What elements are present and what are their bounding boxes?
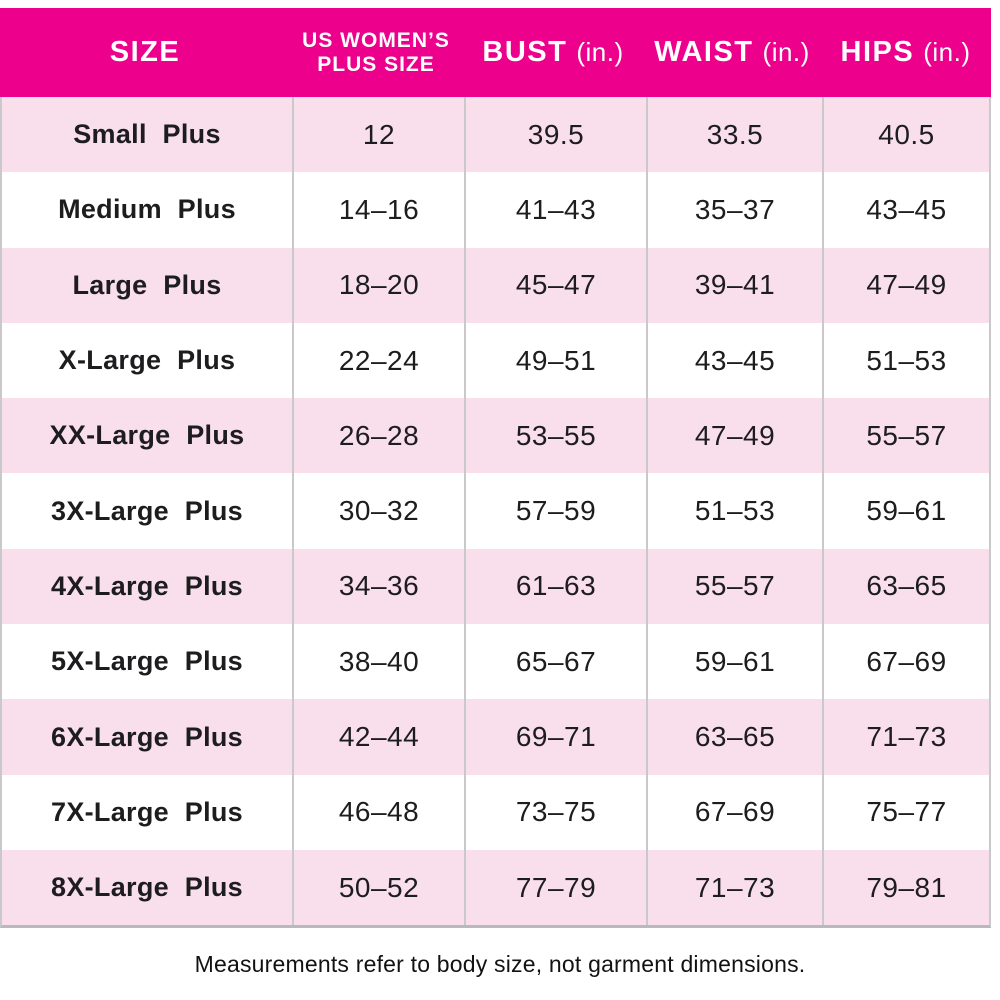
cell-hips: 75–77 bbox=[822, 774, 989, 850]
cell-us-plus-size: 42–44 bbox=[292, 699, 464, 775]
cell-bust: 49–51 bbox=[464, 322, 646, 399]
table-row: 8X-Large Plus 50–52 77–79 71–73 79–81 bbox=[2, 849, 989, 926]
cell-us-plus-size: 30–32 bbox=[292, 473, 464, 549]
cell-waist: 71–73 bbox=[646, 849, 822, 926]
cell-us-plus-size: 46–48 bbox=[292, 774, 464, 850]
table-row: Large Plus 18–20 45–47 39–41 47–49 bbox=[2, 247, 989, 323]
cell-size: 8X-Large Plus bbox=[51, 872, 243, 903]
cell-hips: 79–81 bbox=[822, 849, 989, 926]
cell-bust: 65–67 bbox=[464, 624, 646, 700]
table-row: Medium Plus 14–16 41–43 35–37 43–45 bbox=[2, 172, 989, 248]
cell-size: 3X-Large Plus bbox=[51, 495, 243, 526]
size-chart: SIZE US WOMEN’S PLUS SIZE BUST (in.) WAI… bbox=[0, 8, 1000, 978]
cell-us-plus-size: 34–36 bbox=[292, 548, 464, 625]
cell-us-plus-size: 18–20 bbox=[292, 247, 464, 323]
header-hips-unit: (in.) bbox=[923, 37, 971, 68]
cell-bust: 73–75 bbox=[464, 774, 646, 850]
cell-size: 5X-Large Plus bbox=[51, 646, 243, 677]
measurement-note: Measurements refer to body size, not gar… bbox=[194, 951, 806, 978]
table-header-row: SIZE US WOMEN’S PLUS SIZE BUST (in.) WAI… bbox=[0, 8, 991, 97]
cell-bust: 45–47 bbox=[464, 247, 646, 323]
header-bust-unit: (in.) bbox=[576, 37, 624, 68]
cell-size: XX-Large Plus bbox=[49, 420, 245, 451]
table-row: 5X-Large Plus 38–40 65–67 59–61 67–69 bbox=[2, 624, 989, 700]
cell-waist: 47–49 bbox=[646, 398, 822, 474]
cell-size: Small Plus bbox=[73, 119, 221, 150]
cell-hips: 71–73 bbox=[822, 699, 989, 775]
table-row: XX-Large Plus 26–28 53–55 47–49 55–57 bbox=[2, 398, 989, 474]
cell-waist: 55–57 bbox=[646, 548, 822, 625]
header-hips-label: HIPS bbox=[840, 36, 915, 69]
header-bust: BUST (in.) bbox=[462, 8, 644, 97]
cell-bust: 77–79 bbox=[464, 849, 646, 926]
header-hips: HIPS (in.) bbox=[820, 8, 991, 97]
header-size: SIZE bbox=[0, 8, 290, 97]
table-body: Small Plus 12 39.5 33.5 40.5 Medium Plus… bbox=[0, 97, 991, 929]
cell-waist: 63–65 bbox=[646, 699, 822, 775]
cell-size: Medium Plus bbox=[58, 194, 236, 225]
table-row: 7X-Large Plus 46–48 73–75 67–69 75–77 bbox=[2, 774, 989, 850]
cell-waist: 43–45 bbox=[646, 322, 822, 399]
cell-hips: 67–69 bbox=[822, 624, 989, 700]
table-row: 3X-Large Plus 30–32 57–59 51–53 59–61 bbox=[2, 473, 989, 549]
cell-bust: 53–55 bbox=[464, 398, 646, 474]
cell-waist: 35–37 bbox=[646, 172, 822, 248]
cell-bust: 39.5 bbox=[464, 97, 646, 173]
cell-waist: 59–61 bbox=[646, 624, 822, 700]
table-row: 4X-Large Plus 34–36 61–63 55–57 63–65 bbox=[2, 548, 989, 625]
cell-bust: 57–59 bbox=[464, 473, 646, 549]
header-waist-unit: (in.) bbox=[762, 37, 810, 68]
cell-us-plus-size: 12 bbox=[292, 97, 464, 173]
cell-hips: 43–45 bbox=[822, 172, 989, 248]
cell-size: 7X-Large Plus bbox=[51, 796, 243, 827]
cell-size: Large Plus bbox=[72, 269, 222, 300]
cell-waist: 51–53 bbox=[646, 473, 822, 549]
header-waist-label: WAIST bbox=[654, 36, 754, 69]
cell-size: 4X-Large Plus bbox=[51, 570, 243, 601]
header-us-womens-plus-size: US WOMEN’S PLUS SIZE bbox=[290, 8, 462, 97]
table-row: Small Plus 12 39.5 33.5 40.5 bbox=[2, 97, 989, 173]
cell-hips: 51–53 bbox=[822, 322, 989, 399]
cell-hips: 47–49 bbox=[822, 247, 989, 323]
cell-hips: 55–57 bbox=[822, 398, 989, 474]
header-waist: WAIST (in.) bbox=[644, 8, 820, 97]
cell-us-plus-size: 26–28 bbox=[292, 398, 464, 474]
table-row: 6X-Large Plus 42–44 69–71 63–65 71–73 bbox=[2, 699, 989, 775]
header-us-womens-plus-size-label: US WOMEN’S PLUS SIZE bbox=[302, 28, 450, 76]
header-bust-label: BUST bbox=[482, 36, 568, 69]
cell-hips: 63–65 bbox=[822, 548, 989, 625]
cell-hips: 59–61 bbox=[822, 473, 989, 549]
cell-size: X-Large Plus bbox=[58, 345, 236, 376]
cell-us-plus-size: 50–52 bbox=[292, 849, 464, 926]
cell-size: 6X-Large Plus bbox=[51, 721, 243, 752]
table-row: X-Large Plus 22–24 49–51 43–45 51–53 bbox=[2, 322, 989, 399]
cell-waist: 67–69 bbox=[646, 774, 822, 850]
cell-waist: 39–41 bbox=[646, 247, 822, 323]
cell-hips: 40.5 bbox=[822, 97, 989, 173]
cell-bust: 69–71 bbox=[464, 699, 646, 775]
cell-us-plus-size: 22–24 bbox=[292, 322, 464, 399]
cell-us-plus-size: 38–40 bbox=[292, 624, 464, 700]
header-size-label: SIZE bbox=[109, 36, 181, 69]
cell-bust: 61–63 bbox=[464, 548, 646, 625]
cell-us-plus-size: 14–16 bbox=[292, 172, 464, 248]
cell-bust: 41–43 bbox=[464, 172, 646, 248]
cell-waist: 33.5 bbox=[646, 97, 822, 173]
